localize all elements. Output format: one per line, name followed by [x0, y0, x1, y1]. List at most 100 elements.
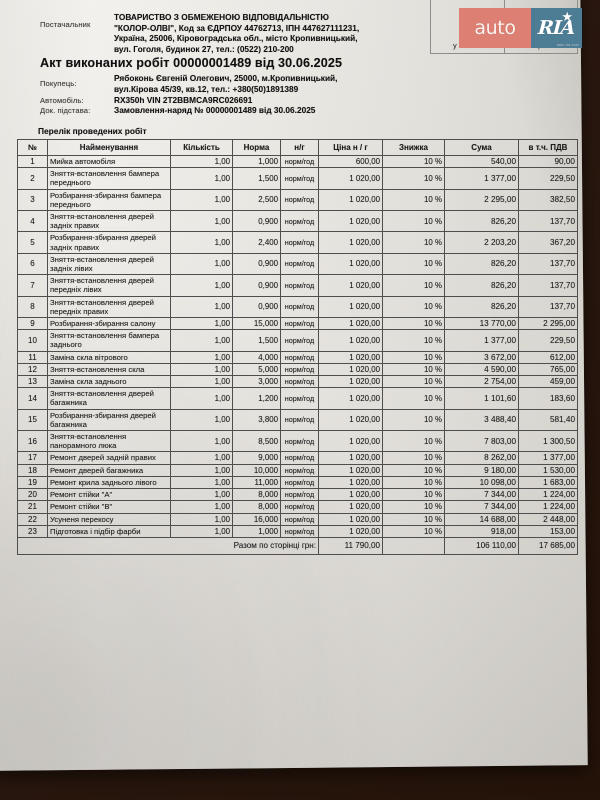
cell-discount: 10 %: [382, 295, 445, 319]
cell-norm: 1,000: [232, 524, 281, 538]
cell-price: 600,00: [318, 154, 383, 169]
supplier-row: Постачальник ТОВАРИСТВО З ОБМЕЖЕНОЮ ВІДП…: [40, 12, 470, 54]
cell-discount: 10 %: [382, 430, 445, 453]
cell-unit: норм/год: [280, 350, 319, 364]
cell-name: Ремонт стійки "В": [47, 500, 171, 514]
cell-no: 22: [17, 512, 48, 526]
cell-qty: 1,00: [170, 375, 233, 389]
table-row: 15 Розбирання-збирання дверей багажника 1,…: [17, 408, 578, 432]
cell-discount: 10 %: [382, 188, 445, 212]
cell-discount: 10 %: [382, 167, 445, 190]
cell-sum: 13 770,00: [444, 317, 519, 331]
cell-norm: 2,400: [232, 231, 281, 254]
cell-name: Зняття-встановлення дверей задніх правих: [47, 210, 171, 233]
cell-unit: норм/год: [280, 317, 319, 331]
cell-vat: 183,60: [518, 387, 578, 410]
cell-sum: 8 262,00: [444, 451, 519, 465]
buyer-label: Покупець:: [40, 79, 77, 89]
buyer-value: Рябоконь Євгеній Олегович, 25000, м.Кроп…: [114, 73, 470, 94]
cell-name: Ремонт дверей задній правих: [47, 451, 171, 465]
table-row: 12 Зняття-встановлення скла 1,00 5,000 норм/…: [17, 362, 578, 377]
page-title: Акт виконаних робіт 00000001489 від 30.0…: [40, 56, 343, 70]
cell-no: 12: [17, 362, 48, 377]
cell-norm: 0,900: [232, 252, 281, 276]
cell-unit: норм/год: [280, 451, 319, 465]
cell-discount: 10 %: [382, 524, 445, 538]
works-caption: Перелік проведених робіт: [38, 126, 147, 136]
cell-qty: 1,00: [170, 408, 233, 432]
cell-price: 1 020,00: [318, 295, 383, 319]
cell-unit: норм/год: [280, 387, 319, 410]
cell-norm: 9,000: [232, 451, 281, 465]
col-name: Найменування: [47, 139, 171, 156]
buyer-line-0: Рябоконь Євгеній Олегович, 25000, м.Кроп…: [114, 73, 338, 84]
cell-name: Підготовка і підбір фарби: [47, 524, 171, 538]
works-table: № Найменування Кількість Норма н/г Ціна …: [17, 139, 578, 555]
cell-vat: 459,00: [518, 375, 578, 389]
cell-name: Усуненя перекосу: [47, 512, 171, 526]
cell-norm: 1,500: [232, 167, 281, 190]
cell-price: 1 020,00: [318, 451, 383, 465]
cell-no: 17: [17, 451, 48, 465]
supplier-line-1: "КОЛОР-ОЛВІ", Код за ЄДРПОУ 44762713, ІП…: [114, 22, 360, 33]
cell-name: Розбирання-збирання салону: [47, 317, 171, 331]
cell-name: Зняття-встановлення дверей багажника: [47, 387, 171, 410]
table-row: 10 Зняття-встановлення бампера заднього 1,…: [17, 329, 578, 352]
cell-vat: 153,00: [518, 524, 578, 538]
cell-no: 23: [17, 524, 48, 538]
cell-discount: 10 %: [382, 362, 445, 377]
cell-sum: 3 488,40: [444, 408, 519, 432]
cell-vat: 1 683,00: [518, 475, 578, 490]
cell-price: 1 020,00: [318, 475, 383, 490]
ria-badge: ★ RIA auto.ria.com: [531, 8, 582, 48]
table-row: 9 Розбирання-збирання салону 1,00 15,000 нор…: [17, 317, 578, 331]
supplier-value: ТОВАРИСТВО З ОБМЕЖЕНОЮ ВІДПОВІДАЛЬНІСТЮ …: [114, 12, 470, 54]
table-row: 20 Ремонт стійки "А" 1,00 8,000 норм/год 1 02…: [17, 488, 578, 502]
cell-norm: 0,900: [232, 295, 281, 319]
cell-unit: норм/год: [280, 252, 319, 276]
cell-no: 15: [17, 408, 48, 432]
cell-unit: норм/год: [280, 463, 319, 477]
supplier-label: Постачальник: [40, 20, 91, 29]
cell-no: 20: [17, 488, 48, 502]
table-row: 3 Розбирання-збирання бампера переднього 1…: [17, 188, 578, 212]
cell-qty: 1,00: [170, 167, 233, 190]
cell-price: 1 020,00: [318, 188, 383, 212]
table-row: 6 Зняття-встановлення дверей задніх лівих…: [17, 252, 578, 276]
cell-norm: 3,800: [232, 408, 281, 432]
cell-unit: норм/год: [280, 512, 319, 526]
cell-unit: норм/год: [280, 524, 319, 538]
cell-norm: 11,000: [232, 475, 281, 490]
cell-unit: норм/год: [280, 430, 319, 453]
document-body: у валюті грн Постачальник ТОВАРИСТВО З О…: [12, 0, 584, 766]
cell-unit: норм/год: [280, 188, 319, 212]
cell-norm: 5,000: [232, 362, 281, 377]
cell-discount: 10 %: [382, 488, 445, 502]
cell-name: Зняття-встановлення скла: [47, 362, 171, 377]
cell-sum: 2 754,00: [444, 375, 519, 389]
cell-name: Мийка автомобіля: [47, 154, 171, 169]
cell-no: 3: [17, 188, 48, 212]
cell-name: Зняття-встановлення панорамного люка: [47, 430, 171, 453]
cell-price: 1 020,00: [318, 329, 383, 352]
cell-discount: 10 %: [382, 252, 445, 276]
cell-no: 4: [17, 210, 48, 233]
cell-name: Заміна скла заднього: [47, 375, 171, 389]
car-row: Автомобіль: RX350h VIN 2T2BBMCA9RC026691: [40, 95, 470, 106]
cell-qty: 1,00: [170, 475, 233, 490]
buyer-line-1: вул.Кірова 45/39, кв.12, тел.: +380(50)1…: [114, 83, 299, 94]
cell-no: 21: [17, 500, 48, 514]
cell-sum: 4 590,00: [444, 362, 519, 377]
table-row: 4 Зняття-встановлення дверей задніх прави…: [17, 210, 578, 233]
cell-name: Ремонт крила заднього лівого: [47, 475, 171, 490]
cell-qty: 1,00: [170, 252, 233, 276]
cell-norm: 1,500: [232, 329, 281, 352]
cell-vat: 137,70: [518, 210, 578, 233]
document-header: Постачальник ТОВАРИСТВО З ОБМЕЖЕНОЮ ВІДП…: [40, 12, 470, 116]
cell-vat: 367,20: [518, 231, 578, 254]
cell-unit: норм/год: [280, 362, 319, 377]
cell-qty: 1,00: [170, 463, 233, 477]
table-row: 5 Розбирання-збирання дверей задніх прави…: [17, 231, 578, 254]
cell-name: Зняття-встановлення бампера заднього: [47, 329, 171, 352]
